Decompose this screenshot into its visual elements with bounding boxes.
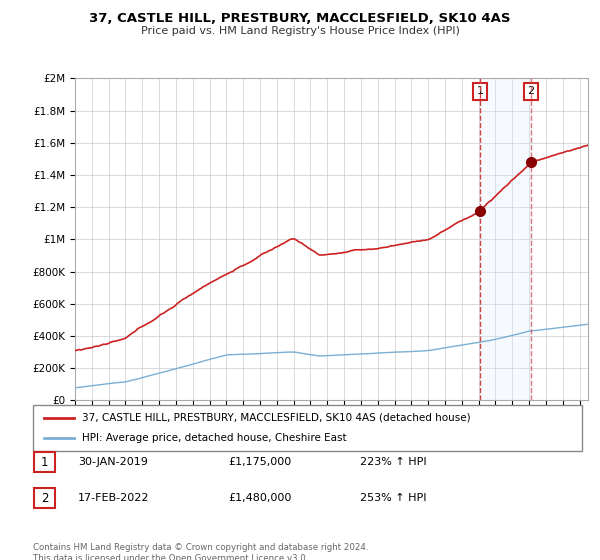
Text: 37, CASTLE HILL, PRESTBURY, MACCLESFIELD, SK10 4AS: 37, CASTLE HILL, PRESTBURY, MACCLESFIELD… [89, 12, 511, 25]
Text: HPI: Average price, detached house, Cheshire East: HPI: Average price, detached house, Ches… [82, 433, 347, 443]
Text: Price paid vs. HM Land Registry's House Price Index (HPI): Price paid vs. HM Land Registry's House … [140, 26, 460, 36]
Text: 253% ↑ HPI: 253% ↑ HPI [360, 493, 427, 503]
Text: 223% ↑ HPI: 223% ↑ HPI [360, 457, 427, 467]
Bar [480, 78, 531, 400]
Text: 1: 1 [41, 455, 48, 469]
Text: 17-FEB-2022: 17-FEB-2022 [78, 493, 149, 503]
Text: Contains HM Land Registry data © Crown copyright and database right 2024.
This d: Contains HM Land Registry data © Crown c… [33, 543, 368, 560]
Text: £1,480,000: £1,480,000 [228, 493, 292, 503]
Text: 2: 2 [527, 86, 535, 96]
Text: 30-JAN-2019: 30-JAN-2019 [78, 457, 148, 467]
Text: £1,175,000: £1,175,000 [228, 457, 291, 467]
Text: 1: 1 [476, 86, 484, 96]
Text: 2: 2 [41, 492, 48, 505]
Text: 37, CASTLE HILL, PRESTBURY, MACCLESFIELD, SK10 4AS (detached house): 37, CASTLE HILL, PRESTBURY, MACCLESFIELD… [82, 413, 471, 423]
